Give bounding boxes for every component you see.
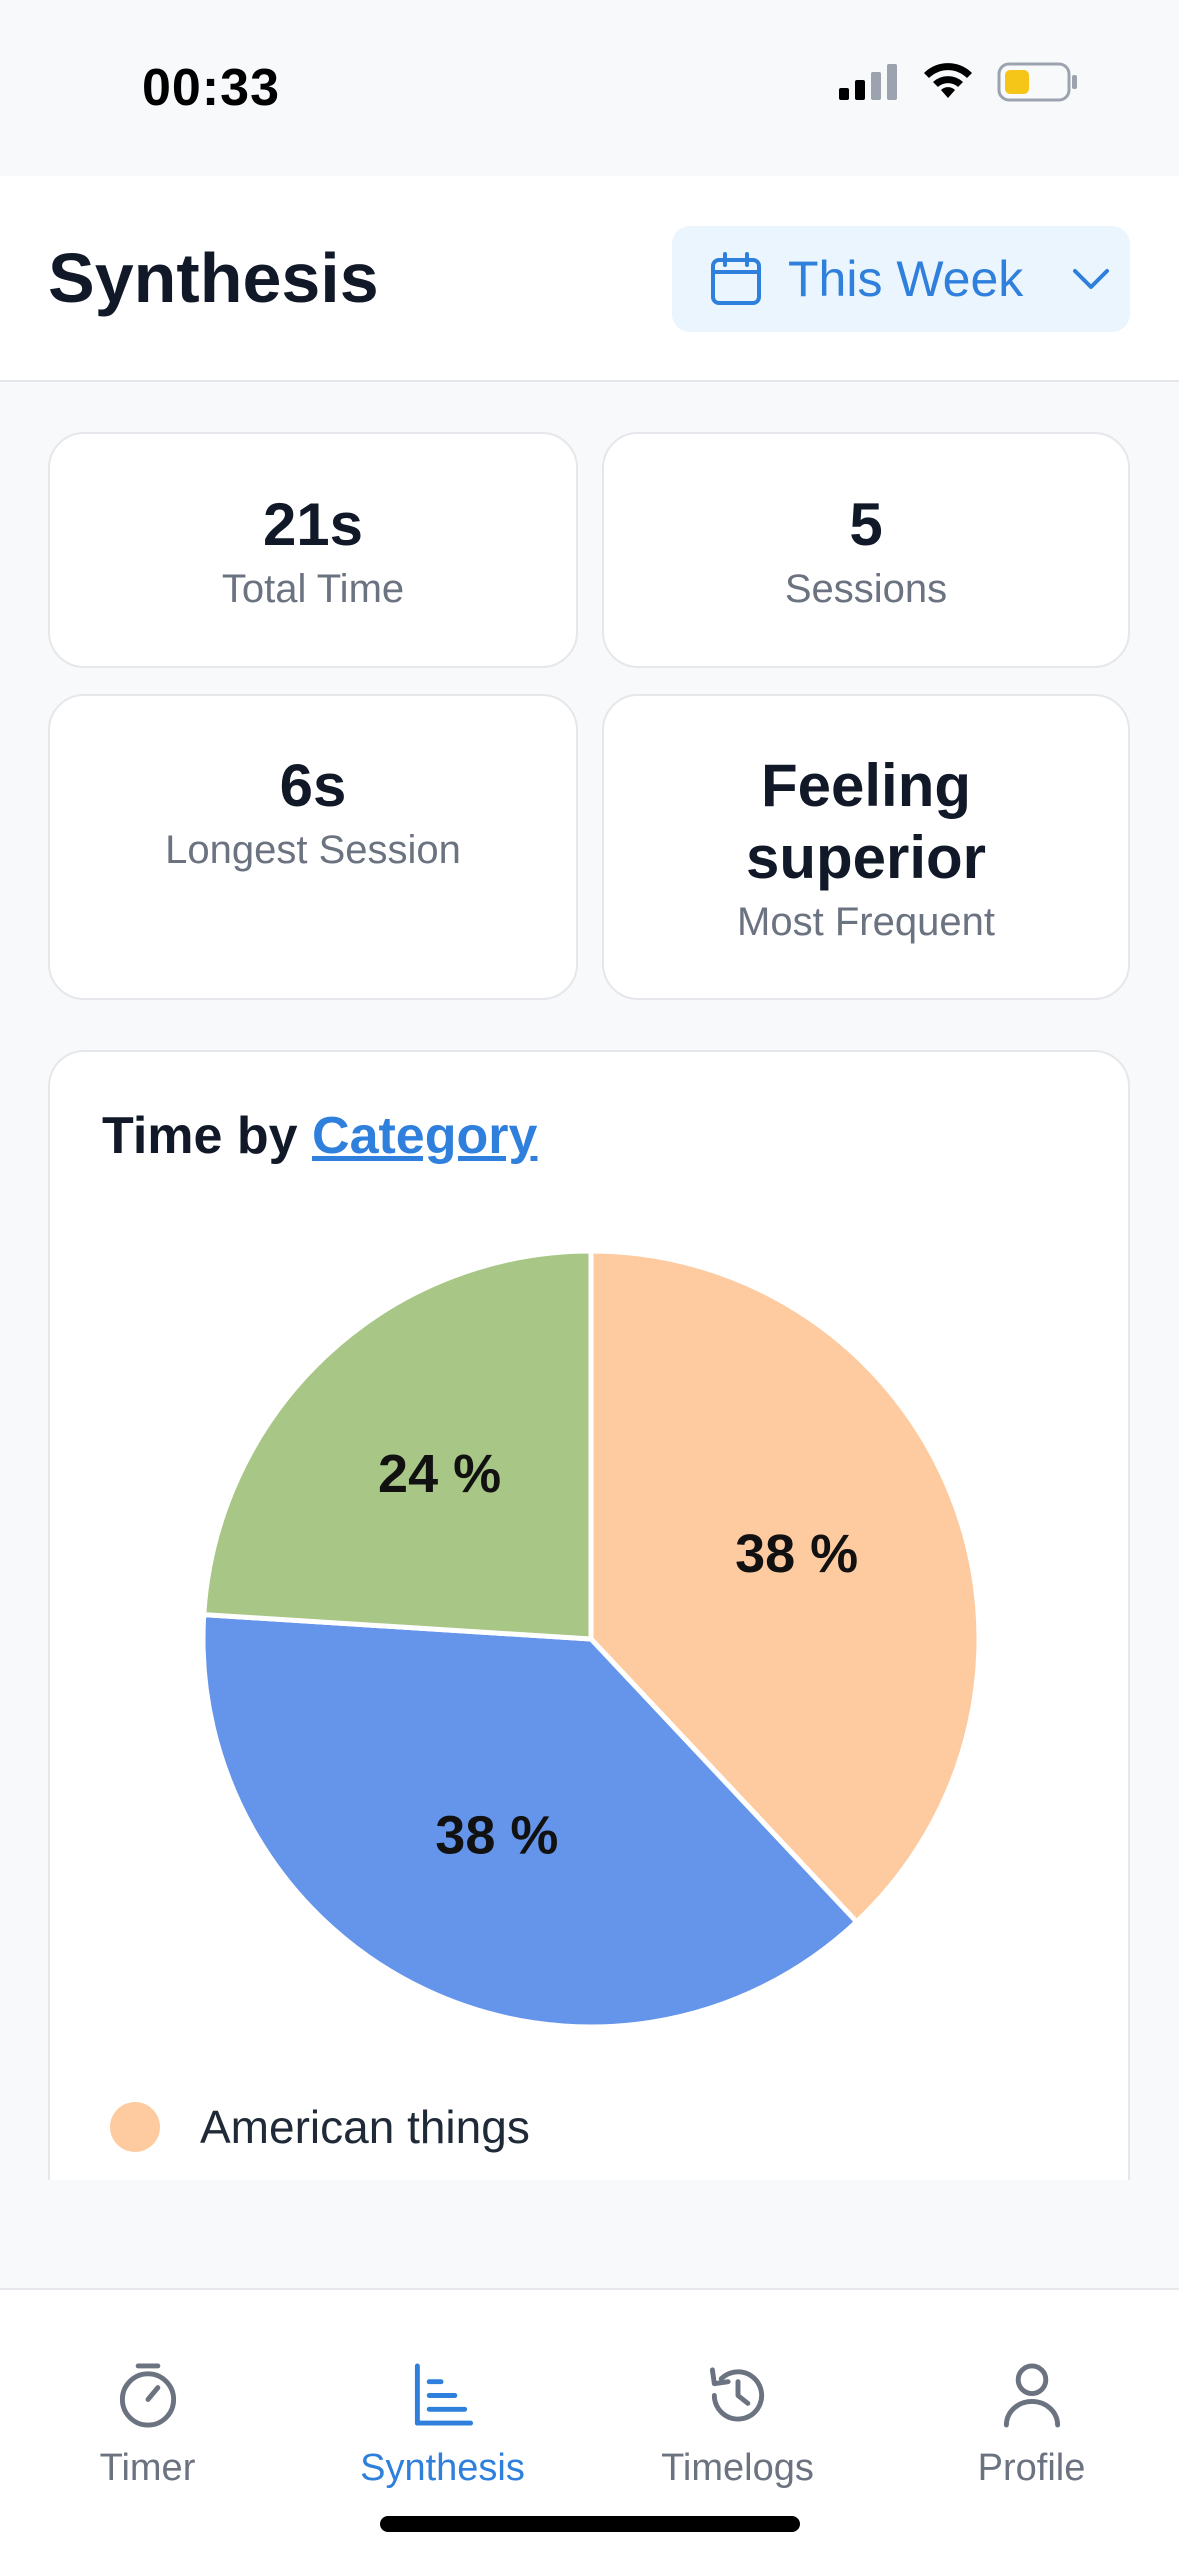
chart-title: Time by Category [102, 1106, 537, 1166]
stat-label: Total Time [221, 566, 405, 611]
stat-value: Feeling superior [745, 751, 987, 891]
pie-slice-1 [200, 1611, 861, 2030]
period-label: This Week [788, 251, 1024, 307]
tab-label: Timer [99, 2447, 196, 2489]
pie-slice-2 [201, 1248, 594, 1642]
stat-card-most-frequent: Feeling superior Most Frequent [602, 694, 1130, 1000]
status-icons [839, 62, 1079, 102]
legend-label: American things [200, 2101, 530, 2153]
period-dropdown[interactable]: This Week [672, 226, 1130, 332]
tab-label: Profile [977, 2447, 1086, 2489]
stat-card-total-time: 21s Total Time [48, 432, 578, 668]
stopwatch-icon [119, 2363, 176, 2428]
pie-chart: 38 % 38 % 24 % [200, 1248, 982, 2030]
stat-value: 5 [849, 490, 883, 558]
tab-label: Timelogs [661, 2447, 814, 2489]
pie-slice-0 [588, 1248, 982, 1926]
tab-profile[interactable]: Profile [884, 2290, 1179, 2490]
chevron-down-icon [1073, 269, 1110, 289]
cellular-signal-icon [839, 64, 897, 100]
stat-card-sessions: 5 Sessions [602, 432, 1130, 668]
stat-label: Sessions [784, 566, 948, 611]
tab-bar: Timer Synthesis Timelogs Profile [0, 2288, 1179, 2556]
bar-chart-icon [414, 2363, 473, 2426]
status-bar: 00:33 [0, 0, 1179, 176]
stat-value: 21s [262, 490, 364, 558]
wifi-icon [924, 63, 972, 98]
tab-synthesis[interactable]: Synthesis [295, 2290, 590, 2490]
tab-label: Synthesis [360, 2447, 525, 2489]
pie-slice-label-1: 38 % [435, 1805, 558, 1865]
tab-timer[interactable]: Timer [0, 2290, 295, 2490]
category-link[interactable]: Category [312, 1107, 538, 1165]
home-indicator [380, 2516, 800, 2532]
page-title: Synthesis [48, 239, 379, 317]
stat-card-longest-session: 6s Longest Session [48, 694, 578, 1000]
calendar-icon [711, 252, 761, 305]
legend-item: American things [110, 2100, 530, 2154]
pie-slice-label-2: 24 % [378, 1444, 501, 1504]
tab-timelogs[interactable]: Timelogs [590, 2290, 885, 2490]
chart-title-prefix: Time by [102, 1107, 298, 1165]
user-icon [1003, 2363, 1060, 2428]
history-icon [709, 2367, 764, 2422]
battery-icon [997, 62, 1077, 102]
stat-value: 6s [279, 752, 347, 819]
legend-swatch [110, 2102, 160, 2152]
stat-label: Longest Session [165, 828, 461, 872]
header: Synthesis This Week [0, 176, 1179, 382]
pie-slice-label-0: 38 % [735, 1524, 858, 1584]
stat-label: Most Frequent [737, 899, 995, 944]
chart-card: Time by Category 38 % 38 % 24 % American t… [48, 1050, 1130, 2180]
status-time: 00:33 [142, 59, 280, 117]
